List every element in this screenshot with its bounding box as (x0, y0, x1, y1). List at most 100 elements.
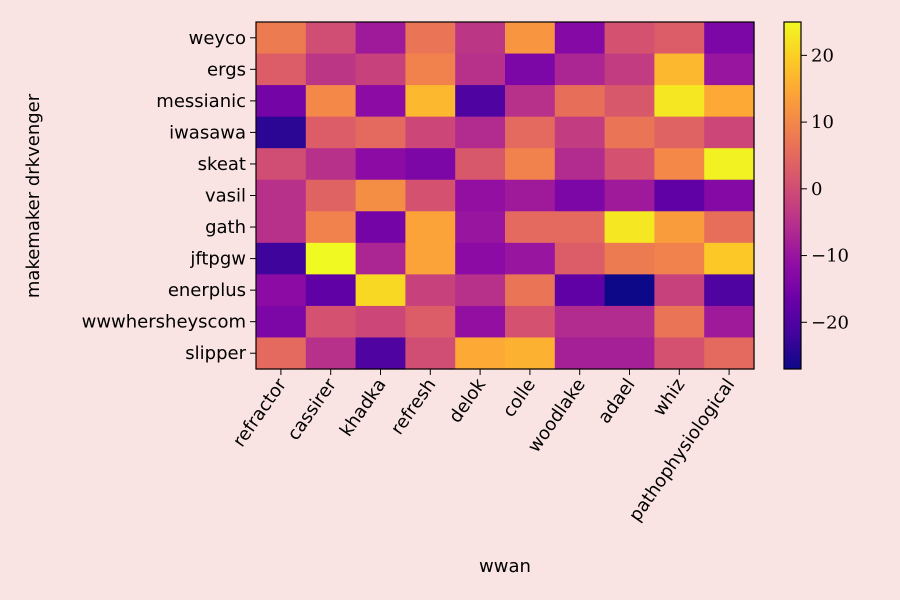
heatmap-cell (355, 274, 406, 307)
heatmap-cell (554, 148, 606, 181)
y-tick-label: wwwhersheyscom (82, 312, 246, 333)
heatmap-cell (305, 305, 357, 339)
heatmap-cell (704, 305, 755, 339)
heatmap-cell (554, 242, 606, 275)
x-tick-label: khadka (336, 375, 391, 441)
y-tick-label: enerplus (168, 280, 246, 301)
heatmap-cell (355, 179, 406, 212)
heatmap-cells (256, 22, 755, 370)
heatmap-cell (554, 116, 606, 149)
heatmap-cell (604, 22, 655, 55)
heatmap-cell (604, 53, 655, 86)
heatmap-cell (554, 305, 606, 339)
heatmap-cell (405, 305, 456, 339)
x-tick-label: refresh (387, 375, 440, 439)
heatmap-cell (654, 179, 705, 212)
heatmap-cell (704, 22, 755, 55)
heatmap-cell (405, 211, 456, 244)
y-tick-label: vasil (205, 186, 246, 207)
heatmap-cell (654, 211, 705, 244)
y-tick-label: ergs (207, 59, 246, 80)
heatmap-cell (604, 116, 655, 149)
heatmap-cell (405, 274, 456, 307)
heatmap-cell (455, 148, 506, 181)
heatmap-cell (405, 116, 456, 149)
heatmap-cell (405, 337, 456, 370)
heatmap-cell (604, 148, 655, 181)
heatmap-cell (256, 85, 307, 118)
heatmap-cell (554, 179, 606, 212)
x-tick-label: adael (594, 375, 640, 428)
heatmap-cell (355, 337, 406, 370)
y-tick-label: messianic (156, 91, 246, 112)
x-tick-label: delok (445, 374, 491, 427)
heatmap-cell (604, 274, 655, 307)
y-tick-label: iwasawa (169, 122, 246, 143)
heatmap-cell (654, 85, 705, 118)
x-axis-label: wwan (479, 556, 531, 577)
heatmap-cell (704, 53, 755, 86)
heatmap-cell (256, 305, 307, 339)
heatmap-cell (505, 179, 556, 212)
heatmap-cell (704, 85, 755, 118)
heatmap-cell (704, 242, 755, 275)
heatmap-cell (505, 85, 556, 118)
heatmap-cell (505, 242, 556, 275)
heatmap-cell (654, 305, 705, 339)
heatmap-cell (455, 211, 506, 244)
heatmap-cell (604, 179, 655, 212)
heatmap-cell (554, 274, 606, 307)
heatmap-cell (256, 116, 307, 149)
heatmap-cell (305, 85, 357, 118)
heatmap-cell (455, 22, 506, 55)
heatmap-cell (405, 179, 456, 212)
heatmap-cell (256, 274, 307, 307)
heatmap-cell (704, 148, 755, 181)
y-axis-label: makemaker drkvenger (23, 93, 44, 298)
colorbar-tick-label: −20 (811, 312, 849, 333)
heatmap-cell (654, 242, 705, 275)
heatmap-cell (505, 211, 556, 244)
heatmap-cell (505, 305, 556, 339)
heatmap-cell (405, 148, 456, 181)
y-tick-label: jftpgw (189, 249, 246, 270)
x-tick-label: refractor (229, 374, 291, 451)
heatmap-cell (554, 211, 606, 244)
colorbar-tick-label: 0 (811, 179, 822, 200)
heatmap-cell (455, 116, 506, 149)
y-tick-label: weyco (189, 28, 246, 49)
heatmap-cell (405, 242, 456, 275)
heatmap-cell (305, 211, 357, 244)
heatmap-cell (604, 305, 655, 339)
heatmap-cell (355, 85, 406, 118)
heatmap-cell (505, 53, 556, 86)
colorbar-tick-label: 10 (811, 112, 834, 133)
x-tick-label: colle (499, 375, 540, 421)
heatmap-cell (554, 85, 606, 118)
heatmap-cell (704, 274, 755, 307)
heatmap-cell (505, 337, 556, 370)
x-tick-label: pathophysiological (625, 375, 739, 526)
x-tick-label: whiz (649, 375, 689, 420)
heatmap-cell (505, 148, 556, 181)
heatmap-cell (505, 22, 556, 55)
heatmap-cell (305, 179, 357, 212)
heatmap-cell (405, 85, 456, 118)
heatmap-cell (256, 148, 307, 181)
heatmap-cell (405, 22, 456, 55)
heatmap-cell (455, 85, 506, 118)
colorbar-tick-label: −10 (811, 246, 849, 267)
heatmap-cell (355, 305, 406, 339)
heatmap-cell (455, 305, 506, 339)
colorbar-axis: −20 −10 0 10 20 (801, 45, 849, 333)
heatmap-cell (256, 53, 307, 86)
heatmap-cell (355, 242, 406, 275)
heatmap-cell (604, 337, 655, 370)
heatmap-cell (455, 53, 506, 86)
heatmap-cell (355, 148, 406, 181)
y-axis: weyco ergs messianic iwasawa skeat vasil gath j… (82, 28, 256, 364)
heatmap-cell (455, 337, 506, 370)
heatmap-cell (305, 53, 357, 86)
